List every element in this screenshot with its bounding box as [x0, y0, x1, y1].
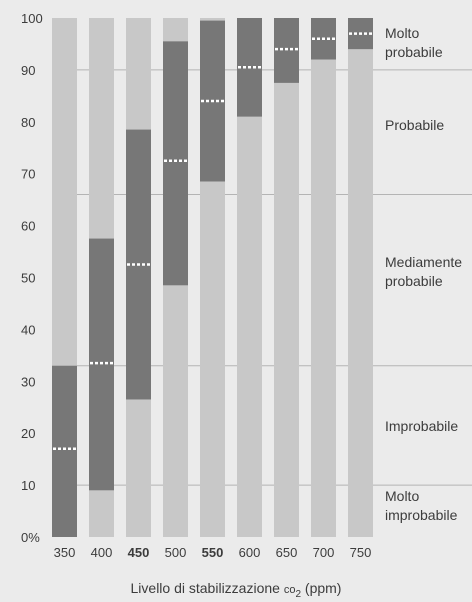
y-tick-label: 50 — [21, 271, 35, 286]
x-tick-label: 600 — [239, 545, 261, 560]
x-axis-label: Livello di stabilizzazione co2 (ppm) — [0, 580, 472, 600]
y-axis-ticks: 0% 10 20 30 40 50 60 70 80 90 100 — [21, 11, 43, 545]
band-label: Mediamente — [385, 254, 462, 270]
range-bar — [163, 41, 188, 286]
x-tick-label: 400 — [91, 545, 113, 560]
y-tick-label: 70 — [21, 167, 35, 182]
y-tick-label: 100 — [21, 11, 43, 26]
column-background — [348, 18, 373, 537]
likelihood-band-labels: Molto improbabile Improbabile Mediamente pro… — [385, 25, 462, 523]
y-tick-label: 90 — [21, 63, 35, 78]
y-tick-label: 60 — [21, 219, 35, 234]
range-bar — [89, 238, 114, 491]
y-tick-label: 80 — [21, 115, 35, 130]
x-tick-label: 450 — [128, 545, 150, 560]
y-tick-label: 20 — [21, 426, 35, 441]
range-bar — [274, 18, 299, 83]
x-axis-label-suffix: (ppm) — [304, 580, 342, 596]
x-axis-label-co: co — [283, 584, 296, 596]
band-label: probabile — [385, 273, 443, 289]
y-tick-label: 0% — [21, 530, 40, 545]
band-label: Molto — [385, 25, 419, 41]
y-tick-label: 10 — [21, 478, 35, 493]
x-tick-label: 500 — [165, 545, 187, 560]
x-tick-label: 350 — [54, 545, 76, 560]
x-tick-label: 650 — [276, 545, 298, 560]
x-axis-label-prefix: Livello di stabilizzazione — [130, 580, 280, 596]
x-tick-label: 700 — [313, 545, 335, 560]
band-label: Improbabile — [385, 418, 458, 434]
columns — [52, 18, 373, 537]
column-background — [274, 18, 299, 537]
range-bar — [52, 365, 77, 537]
y-tick-label: 30 — [21, 374, 35, 389]
x-tick-label: 550 — [202, 545, 224, 560]
x-axis-ticks: 350 400 450 500 550 600 650 700 750 — [54, 545, 372, 560]
band-label: Probabile — [385, 117, 444, 133]
band-label: improbabile — [385, 507, 458, 523]
x-tick-label: 750 — [350, 545, 372, 560]
y-tick-label: 40 — [21, 322, 35, 337]
band-label: Molto — [385, 488, 419, 504]
x-axis-label-sub: 2 — [295, 588, 302, 600]
band-label: probabile — [385, 44, 443, 60]
column-background — [311, 18, 336, 537]
